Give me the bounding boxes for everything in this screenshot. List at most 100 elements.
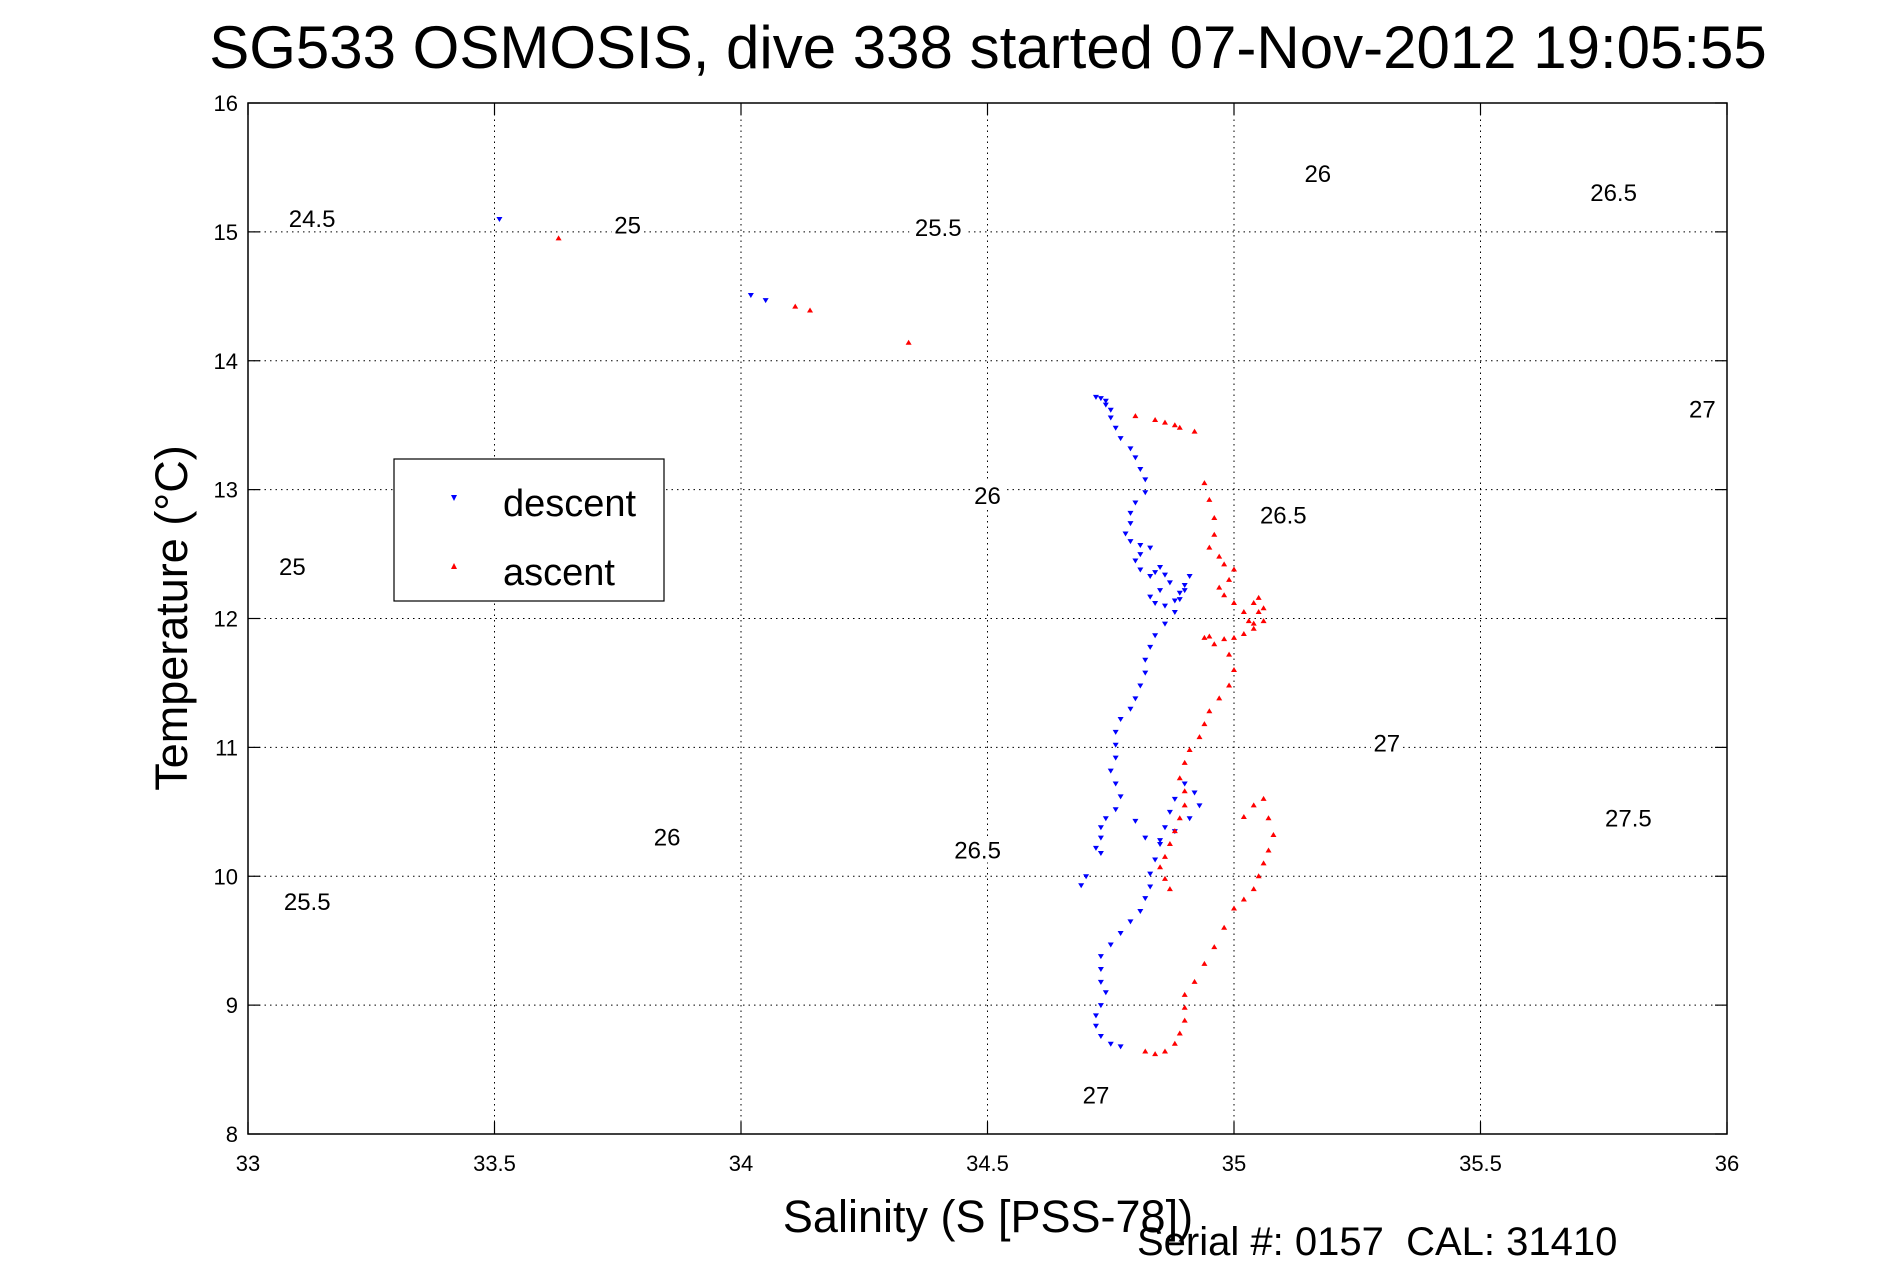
y-tick-label: 15 (214, 220, 238, 245)
descent-point (1142, 477, 1149, 483)
x-axis-label: Salinity (S [PSS-78]) (783, 1191, 1193, 1242)
ascent-point (1255, 873, 1262, 879)
descent-point (496, 216, 503, 222)
descent-point (1102, 398, 1109, 404)
y-tick-label: 13 (214, 478, 238, 503)
descent-point (1161, 825, 1168, 831)
contour-label-text: 25.5 (284, 889, 331, 916)
ascent-point (1226, 651, 1233, 657)
descent-point (1186, 816, 1193, 822)
descent-point (1112, 742, 1119, 748)
descent-point (1176, 590, 1183, 596)
contour-label: 26 (1301, 159, 1334, 188)
contour-label: 26.5 (948, 836, 1007, 865)
ascent-point (1250, 802, 1257, 808)
y-tick-label: 10 (214, 864, 238, 889)
contour-label-bg (283, 205, 342, 231)
descent-point (1142, 670, 1149, 676)
descent-point (1117, 930, 1124, 936)
ascent-point (1161, 1048, 1168, 1054)
contour-label-bg (1599, 804, 1658, 831)
descent-point (1117, 1044, 1124, 1050)
descent-point (1112, 807, 1119, 813)
descent-point (1181, 588, 1188, 594)
ascent-point (1206, 708, 1213, 714)
y-tick-label: 14 (214, 349, 238, 374)
descent-point (1161, 572, 1168, 578)
ascent-point (1250, 620, 1257, 626)
ascent-point (1181, 802, 1188, 808)
x-tick-label: 33.5 (473, 1151, 516, 1176)
ascent-point (1231, 667, 1237, 673)
descent-point (1147, 573, 1154, 579)
descent-point (1097, 835, 1104, 841)
contour-label-bg (611, 211, 644, 238)
x-tick-label: 34 (729, 1151, 753, 1176)
ascent-point (1181, 991, 1188, 997)
descent-point (1097, 851, 1104, 857)
descent-point (1137, 543, 1144, 549)
contour-label: 24.5 (283, 205, 342, 233)
descent-point (1161, 621, 1168, 627)
descent-point (1157, 838, 1164, 844)
ascent-point (1166, 841, 1173, 847)
ascent-point (1152, 417, 1159, 423)
contour-label-bg (278, 888, 337, 914)
ascent-point (1201, 721, 1208, 727)
descent-point (1181, 781, 1188, 787)
descent-point (1127, 706, 1134, 712)
contour-label: 27 (1370, 729, 1403, 758)
descent-point (1132, 558, 1139, 564)
contour-label-bg (276, 552, 309, 579)
ascent-point (1176, 815, 1183, 821)
contour-label-text: 26 (1304, 161, 1331, 188)
ascent-point (1250, 600, 1257, 606)
legend-marker-ascent (451, 563, 457, 569)
contour-label-text: 26.5 (1590, 180, 1637, 207)
ascent-point (555, 235, 562, 241)
contour-label: 25 (611, 211, 644, 239)
contour-label-bg (1254, 501, 1313, 528)
y-tick-label: 11 (215, 735, 238, 760)
descent-point (1097, 396, 1104, 402)
ascent-point (1152, 1051, 1159, 1057)
descent-point (1176, 597, 1183, 603)
ascent-point (1132, 413, 1139, 419)
grid-lines (248, 103, 1727, 1134)
x-tick-label: 35 (1222, 1151, 1246, 1176)
y-tick-label: 9 (226, 993, 238, 1018)
descent-point (1132, 818, 1139, 824)
descent-point (1147, 594, 1154, 600)
descent-point (1112, 781, 1119, 787)
contour-label: 27 (1080, 1081, 1112, 1109)
ascent-point (1216, 584, 1223, 590)
ascent-point (1201, 634, 1208, 640)
contour-label-text: 26 (974, 483, 1001, 510)
ascent-point (1181, 1004, 1188, 1010)
contour-label-bg (909, 214, 968, 240)
ascent-point (1157, 864, 1164, 870)
descent-point (1117, 436, 1124, 442)
ascent-point (1255, 609, 1262, 615)
descent-point (1166, 580, 1173, 586)
ascent-point (1211, 531, 1218, 537)
ascent-point (792, 303, 799, 309)
ascent-point (1226, 682, 1233, 688)
ascent-point (1206, 544, 1213, 550)
legend-box (393, 458, 665, 602)
contour-label: 25.5 (909, 214, 968, 242)
x-tick-label: 36 (1715, 1151, 1739, 1176)
contour-label-text: 26.5 (954, 838, 1001, 865)
legend-entry-ascent: ascent (503, 552, 615, 594)
descent-point (1157, 588, 1164, 594)
descent-point (1102, 816, 1109, 822)
ascent-point (1240, 813, 1247, 819)
y-tick-label: 8 (226, 1122, 238, 1147)
descent-point (1137, 552, 1144, 558)
ascent-point (1176, 775, 1183, 781)
descent-point (1112, 425, 1119, 431)
descent-point (1127, 521, 1134, 527)
y-tick-label: 16 (214, 91, 238, 116)
ascent-point (1221, 924, 1228, 930)
contour-label-text: 26 (654, 825, 681, 852)
